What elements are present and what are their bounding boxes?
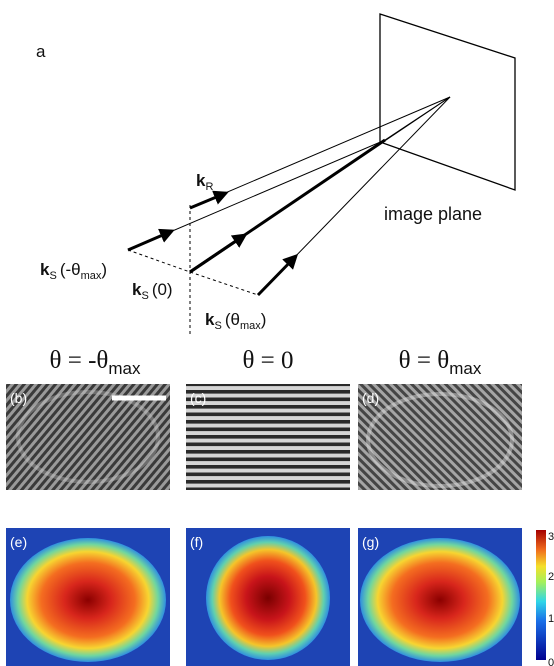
panel-label: (c) [190, 390, 206, 406]
subscript: max [81, 270, 102, 282]
colorbar-tick: 1 [548, 613, 554, 625]
column-heading: θ = 0 [242, 347, 293, 374]
subscript: R [205, 181, 213, 193]
vector-label: kS(-θmax) [40, 260, 107, 282]
heading: θ = θ [399, 347, 450, 374]
heading-subscript: max [108, 359, 141, 378]
panel-label: (g) [362, 534, 379, 550]
vector-label: kS(0) [132, 280, 173, 302]
subscript: S [214, 320, 221, 332]
argument: ) [261, 310, 267, 329]
vector-label: kR [196, 171, 213, 193]
hologram-image [358, 384, 522, 490]
image-plane [380, 14, 515, 190]
figure: a kR kS(-θmax) kS(0) kS(θmax) image plan… [0, 0, 554, 666]
arrow [258, 256, 296, 295]
column-heading: θ = -θmax [50, 347, 141, 378]
colorbar [536, 530, 546, 660]
subscript: S [141, 290, 148, 302]
argument: ) [101, 260, 107, 279]
subscript: S [49, 270, 56, 282]
heading-subscript: max [449, 359, 482, 378]
hologram-image [186, 384, 350, 490]
column-heading: θ = θmax [399, 347, 482, 378]
panel-label: (f) [190, 534, 203, 550]
colorbar-tick: 3 [548, 531, 554, 543]
beam-profile [360, 538, 520, 662]
arrow [128, 231, 172, 250]
arrow [190, 193, 226, 208]
subscript: max [240, 320, 261, 332]
panel-label: (d) [362, 390, 379, 406]
argument: (θ [225, 310, 240, 329]
argument: (0) [152, 280, 173, 299]
argument: (-θ [60, 260, 81, 279]
panel-label: (b) [10, 390, 27, 406]
panel-label: a [36, 42, 46, 61]
image-plane-label: image plane [384, 204, 482, 224]
colorbar-tick: 0 [548, 657, 554, 666]
colorbar-tick: 2 [548, 571, 554, 583]
beam-profile [10, 538, 166, 662]
heading: θ = 0 [242, 347, 293, 374]
beam-profile [206, 536, 330, 660]
panel-label: (e) [10, 534, 27, 550]
dashed-line [128, 250, 258, 295]
arrow [190, 235, 245, 272]
heading: θ = -θ [50, 347, 109, 374]
vector-label: kS(θmax) [205, 310, 266, 332]
